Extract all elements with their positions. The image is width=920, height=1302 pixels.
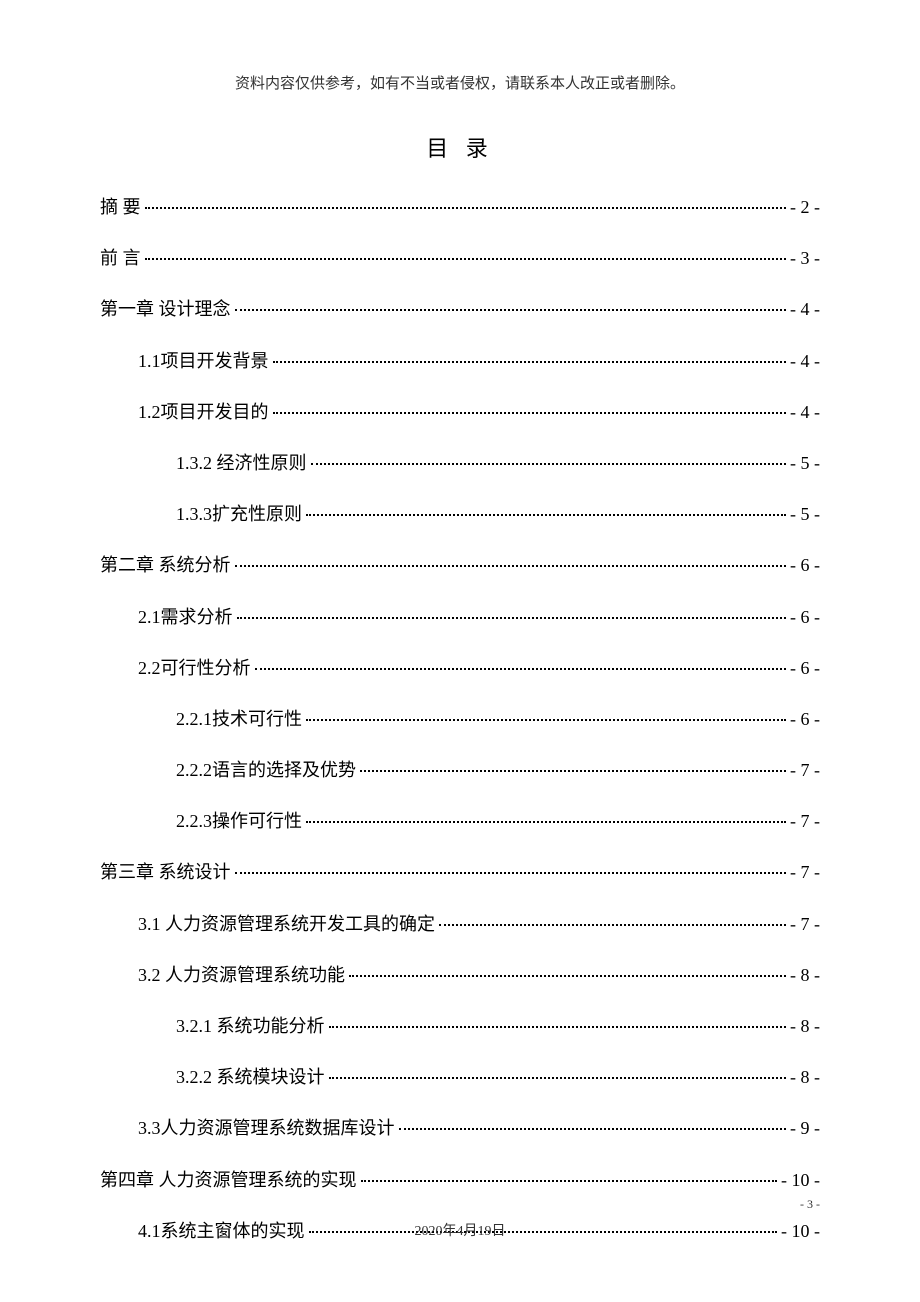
toc-entry: 第二章 系统分析 - 6 - [100, 553, 820, 578]
toc-entry-label: 1.2项目开发目的 [138, 400, 269, 425]
toc-entry: 第四章 人力资源管理系统的实现 - 10 - [100, 1168, 820, 1193]
toc-title: 目 录 [100, 131, 820, 163]
toc-entry-page: - 5 - [790, 502, 820, 527]
toc-entry: 前 言 - 3 - [100, 246, 820, 271]
toc-entry: 2.2.2语言的选择及优势 - 7 - [100, 758, 820, 783]
toc-entry-label: 2.2.1技术可行性 [176, 707, 302, 732]
toc-entry-label: 2.2.3操作可行性 [176, 809, 302, 834]
toc-dots [439, 924, 786, 926]
toc-dots [329, 1077, 787, 1079]
toc-entry-page: - 8 - [790, 963, 820, 988]
toc-entry-page: - 2 - [790, 195, 820, 220]
toc-entry-label: 3.3人力资源管理系统数据库设计 [138, 1116, 395, 1141]
toc-entry: 1.1项目开发背景 - 4 - [100, 349, 820, 374]
toc-entry-page: - 9 - [790, 1116, 820, 1141]
toc-entry: 2.1需求分析 - 6 - [100, 605, 820, 630]
toc-dots [235, 565, 787, 567]
toc-entry: 3.3人力资源管理系统数据库设计 - 9 - [100, 1116, 820, 1141]
toc-entry-page: - 8 - [790, 1014, 820, 1039]
toc-entry-label: 3.1 人力资源管理系统开发工具的确定 [138, 912, 435, 937]
toc-dots [306, 821, 786, 823]
toc-entry: 第三章 系统设计 - 7 - [100, 860, 820, 885]
toc-entry-label: 1.3.3扩充性原则 [176, 502, 302, 527]
toc-entry: 1.2项目开发目的 - 4 - [100, 400, 820, 425]
toc-entry: 3.1 人力资源管理系统开发工具的确定 - 7 - [100, 912, 820, 937]
toc-entry-label: 第二章 系统分析 [100, 553, 231, 578]
toc-dots [329, 1026, 787, 1028]
toc-entry-label: 1.1项目开发背景 [138, 349, 269, 374]
toc-entry-page: - 7 - [790, 809, 820, 834]
toc-dots [306, 514, 786, 516]
toc-dots [235, 309, 787, 311]
header-disclaimer: 资料内容仅供参考，如有不当或者侵权，请联系本人改正或者删除。 [100, 72, 820, 93]
toc-entry-page: - 10 - [781, 1168, 820, 1193]
toc-entry-page: - 6 - [790, 553, 820, 578]
toc-entry-page: - 3 - [790, 246, 820, 271]
toc-dots [306, 719, 786, 721]
toc-entry-page: - 4 - [790, 349, 820, 374]
toc-dots [237, 617, 787, 619]
toc-entry: 1.3.3扩充性原则 - 5 - [100, 502, 820, 527]
toc-entry-page: - 6 - [790, 656, 820, 681]
toc-entry-page: - 6 - [790, 707, 820, 732]
toc-entry-label: 3.2 人力资源管理系统功能 [138, 963, 345, 988]
toc-entry: 3.2.1 系统功能分析 - 8 - [100, 1014, 820, 1039]
toc-entry: 3.2.2 系统模块设计 - 8 - [100, 1065, 820, 1090]
toc-entry-page: - 7 - [790, 912, 820, 937]
toc-dots [349, 975, 786, 977]
toc-entry: 摘 要 - 2 - [100, 195, 820, 220]
toc-entry-label: 第四章 人力资源管理系统的实现 [100, 1168, 357, 1193]
toc-entry-label: 2.1需求分析 [138, 605, 233, 630]
toc-entry-label: 第三章 系统设计 [100, 860, 231, 885]
toc-entry-label: 3.2.2 系统模块设计 [176, 1065, 325, 1090]
toc-entry-label: 2.2可行性分析 [138, 656, 251, 681]
toc-entry: 2.2.1技术可行性 - 6 - [100, 707, 820, 732]
toc-entry-label: 前 言 [100, 246, 141, 271]
toc-dots [311, 463, 787, 465]
toc-dots [255, 668, 787, 670]
toc-container: 摘 要 - 2 - 前 言 - 3 - 第一章 设计理念 - 4 - 1.1项目开发背景 - … [100, 195, 820, 1244]
toc-dots [399, 1128, 787, 1130]
toc-dots [273, 361, 787, 363]
toc-entry: 3.2 人力资源管理系统功能 - 8 - [100, 963, 820, 988]
toc-entry-label: 摘 要 [100, 195, 141, 220]
toc-dots [235, 872, 787, 874]
toc-dots [145, 258, 787, 260]
toc-entry-page: - 6 - [790, 605, 820, 630]
toc-dots [273, 412, 787, 414]
toc-entry-page: - 7 - [790, 860, 820, 885]
toc-entry: 2.2.3操作可行性 - 7 - [100, 809, 820, 834]
toc-entry-page: - 5 - [790, 451, 820, 476]
toc-entry-label: 1.3.2 经济性原则 [176, 451, 307, 476]
toc-entry-page: - 7 - [790, 758, 820, 783]
toc-entry: 2.2可行性分析 - 6 - [100, 656, 820, 681]
footer-date: 2020年4月19日 [0, 1220, 920, 1240]
toc-dots [361, 1180, 778, 1182]
toc-entry-page: - 8 - [790, 1065, 820, 1090]
toc-dots [360, 770, 786, 772]
toc-entry-label: 3.2.1 系统功能分析 [176, 1014, 325, 1039]
toc-entry-page: - 4 - [790, 297, 820, 322]
toc-entry-page: - 4 - [790, 400, 820, 425]
toc-entry: 第一章 设计理念 - 4 - [100, 297, 820, 322]
page-number: - 3 - [800, 1197, 820, 1212]
toc-dots [145, 207, 787, 209]
toc-entry-label: 2.2.2语言的选择及优势 [176, 758, 356, 783]
toc-entry: 1.3.2 经济性原则 - 5 - [100, 451, 820, 476]
toc-entry-label: 第一章 设计理念 [100, 297, 231, 322]
